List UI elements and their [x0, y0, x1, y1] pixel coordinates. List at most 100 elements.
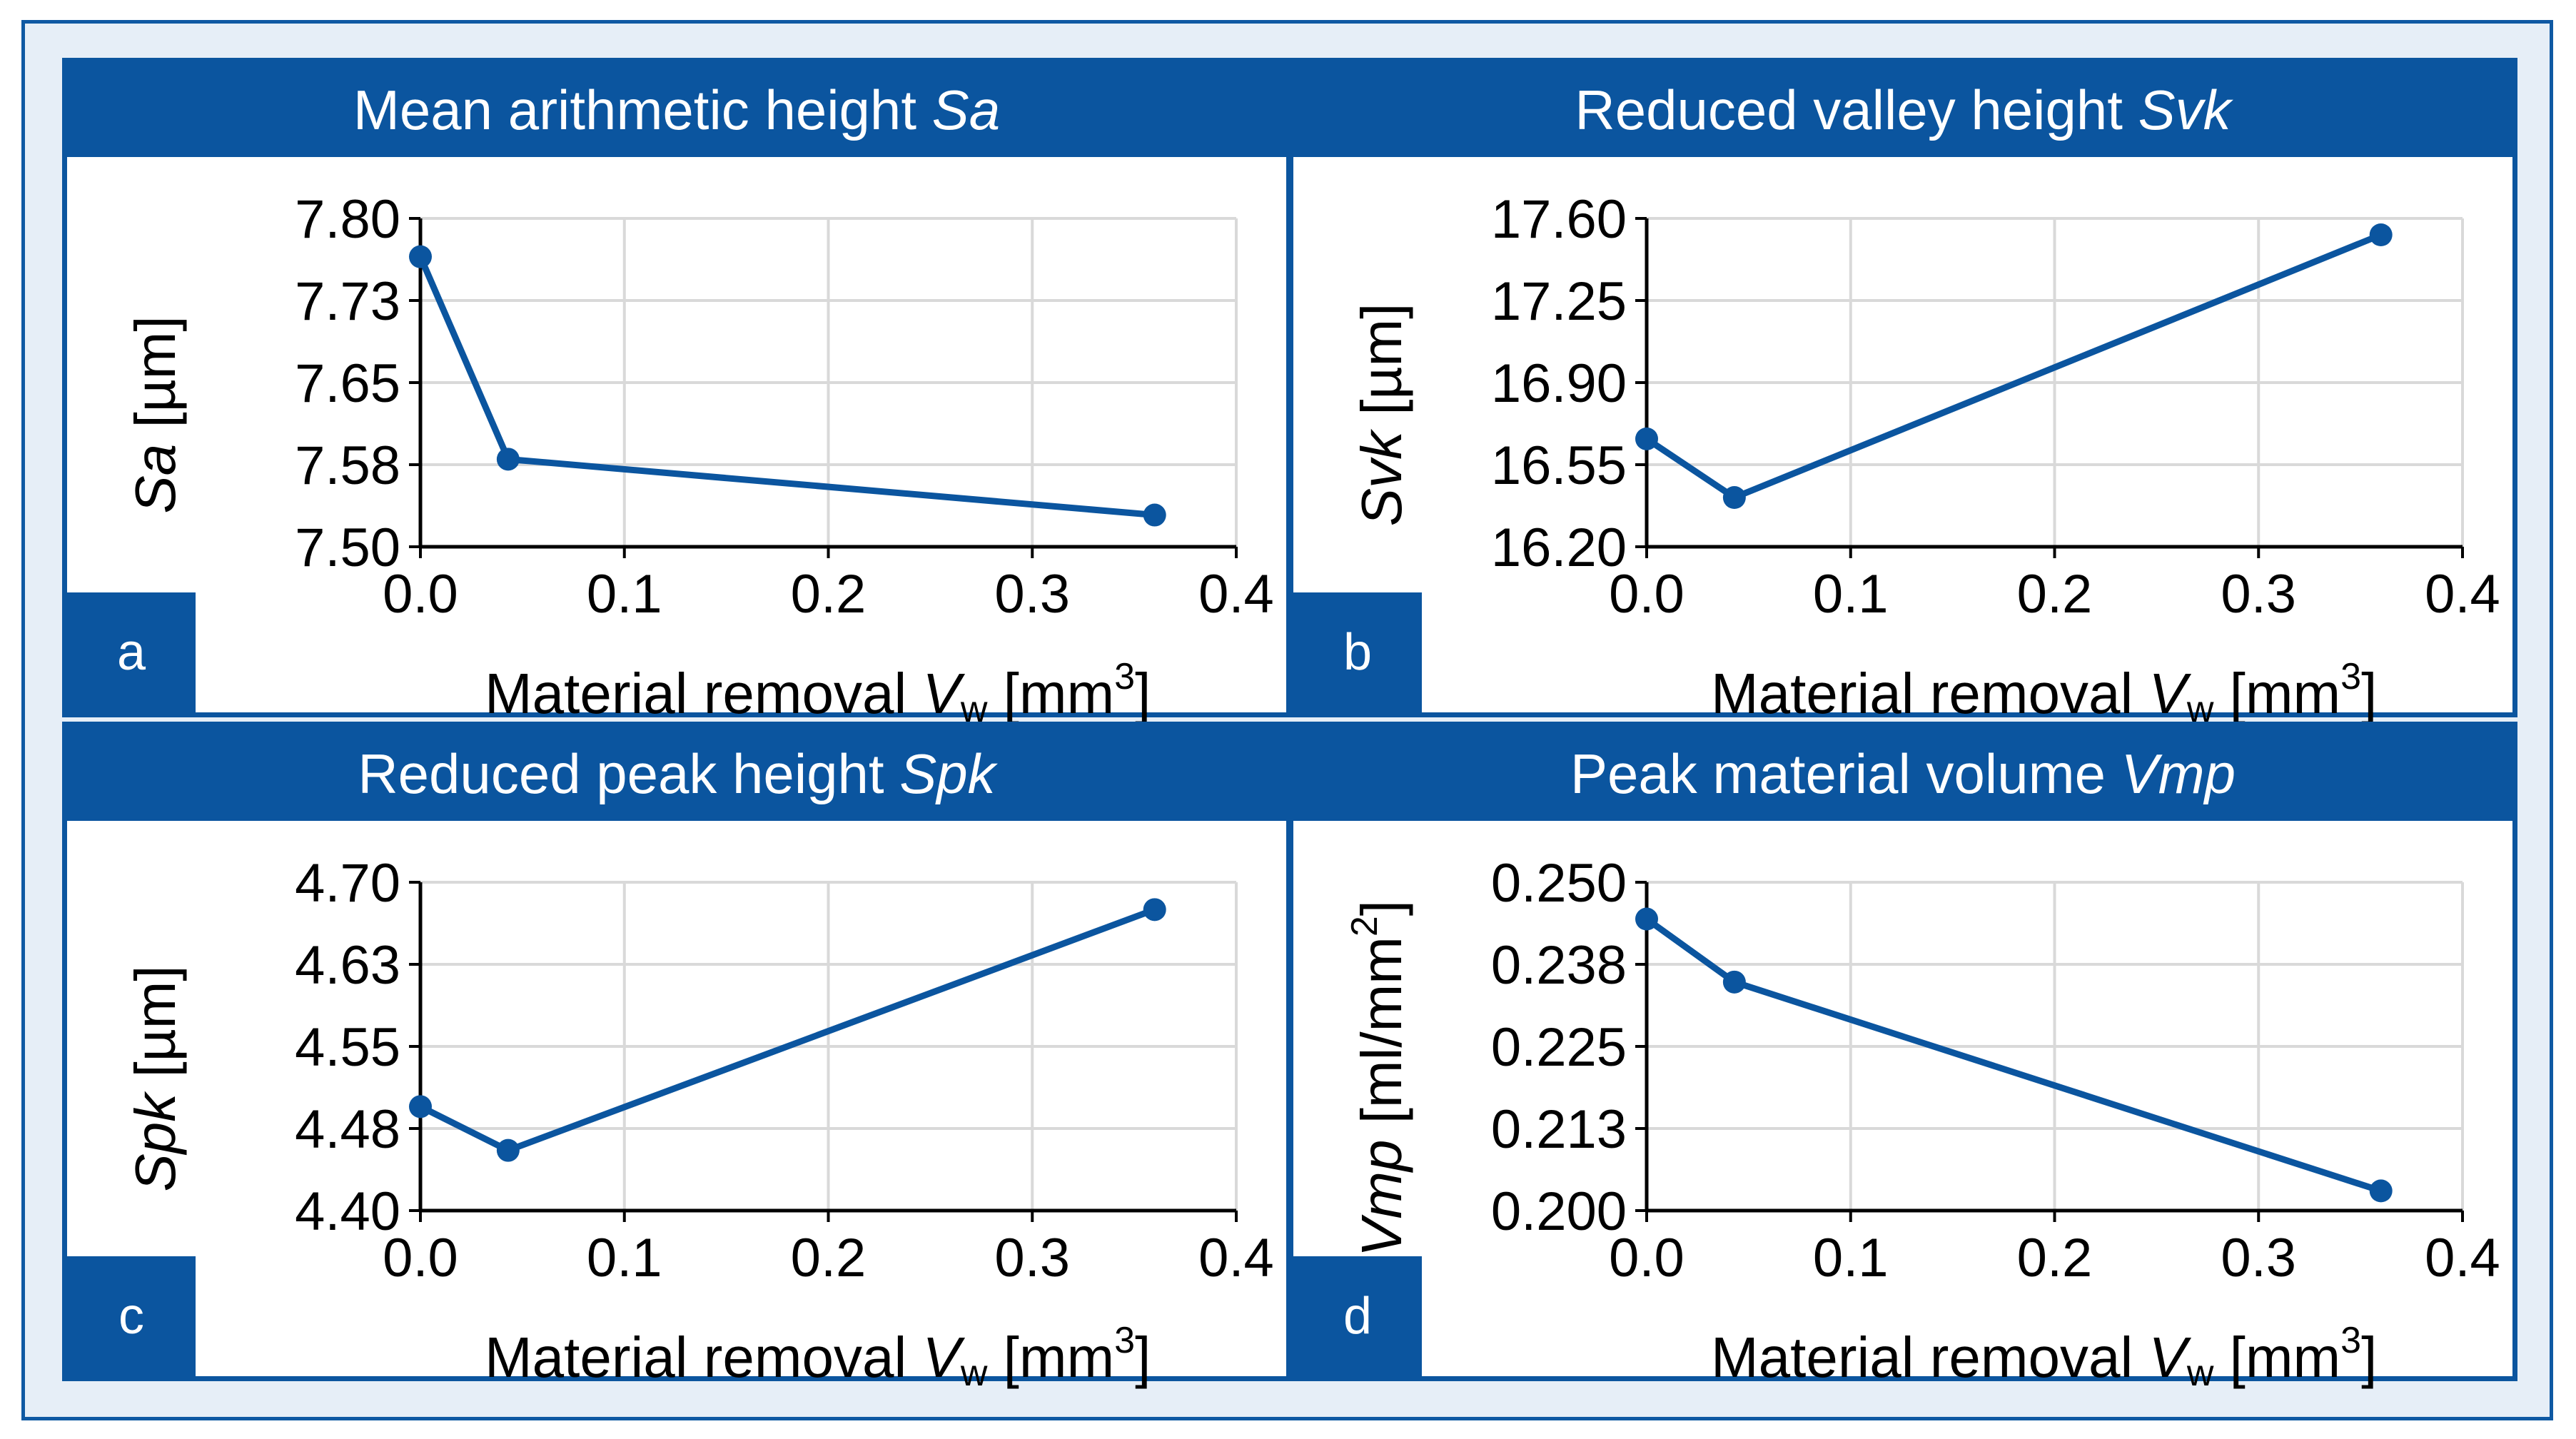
y-tick-label: 0.250: [1491, 853, 1627, 914]
panel-title: Reduced valley height Svk: [1293, 63, 2512, 157]
y-tick-label: 7.80: [295, 189, 400, 250]
x-tick-label: 0.2: [2017, 1228, 2093, 1288]
x-axis-label-subscript: w: [960, 1353, 988, 1394]
x-axis-label-variable: V: [922, 1326, 961, 1389]
x-tick-label: 0.1: [1813, 1228, 1889, 1288]
panel-a: Mean arithmetic height Sa a 0.0 0.1 0.2 0.3…: [62, 58, 1291, 730]
panel-c: Reduced peak height Spk c 0.0 0.1 0.2 0.3 0.…: [62, 722, 1291, 1394]
x-tick-label: 0.1: [1813, 564, 1889, 625]
panel-title-text: Peak material volume: [1570, 742, 2121, 805]
x-tick-label: 0.1: [587, 564, 662, 625]
x-tick-label: 0.3: [994, 1228, 1070, 1288]
y-axis-label-variable: Svk: [1350, 431, 1413, 527]
x-axis-label-text: Material removal: [1711, 662, 2149, 725]
y-axis-label-unit-close: ]: [1350, 899, 1413, 917]
x-axis-label-variable: V: [2148, 1326, 2187, 1389]
panel-title: Peak material volume Vmp: [1293, 727, 2512, 821]
y-tick-label: 4.40: [295, 1181, 400, 1242]
y-axis-label-variable: Spk: [123, 1093, 187, 1192]
y-tick-label: 16.90: [1491, 353, 1627, 414]
data-point: [1722, 970, 1746, 994]
y-tick-label: 7.65: [295, 353, 400, 414]
panel-tag: a: [67, 592, 196, 712]
data-point: [1143, 898, 1166, 922]
x-tick-label: 0.4: [1198, 1228, 1274, 1288]
x-axis-label-superscript: 3: [2340, 1320, 2362, 1361]
x-axis-label-text: Material removal: [1711, 1326, 2149, 1389]
y-axis-label-unit: [µm]: [123, 315, 187, 444]
y-tick-label: 16.55: [1491, 435, 1627, 496]
x-tick-label: 0.2: [791, 1228, 867, 1288]
x-axis-label-variable: V: [922, 662, 961, 725]
y-axis-label: Vmp [ml/mm2]: [1343, 900, 1415, 1257]
x-axis-label: Material removal Vw [mm3]: [1711, 655, 2377, 731]
data-point: [496, 1138, 520, 1162]
y-tick-label: 4.48: [295, 1099, 400, 1160]
y-tick-label: 0.213: [1491, 1099, 1627, 1160]
x-tick-label: 0.2: [2017, 564, 2093, 625]
chart-c: 0.0 0.1 0.2 0.3 0.4 4.40 4.48 4.55 4.63 4.70: [295, 853, 1274, 1288]
x-axis-label: Material removal Vw [mm3]: [1711, 1319, 2377, 1395]
y-axis-label-unit: [µm]: [1350, 303, 1413, 432]
panel-tag: d: [1293, 1256, 1422, 1376]
data-point: [1635, 907, 1658, 931]
y-tick-label: 17.25: [1491, 271, 1627, 332]
x-axis-label-unit-close: ]: [1135, 662, 1151, 725]
y-tick-label: 17.60: [1491, 189, 1627, 250]
x-tick-label: 0.4: [1198, 564, 1274, 625]
x-tick-label: 0.2: [791, 564, 867, 625]
panel-tag: b: [1293, 592, 1422, 712]
x-tick-label: 0.3: [994, 564, 1070, 625]
x-axis-label-unit: [mm: [2213, 1326, 2341, 1389]
y-tick-label: 0.238: [1491, 935, 1627, 996]
panel-tag: c: [67, 1256, 196, 1376]
x-axis-label-unit: [mm: [2213, 662, 2341, 725]
series-line: [1645, 231, 2383, 501]
panel-title: Mean arithmetic height Sa: [67, 63, 1286, 157]
x-tick-label: 0.3: [2221, 564, 2296, 625]
series-line: [417, 255, 1156, 519]
y-tick-label: 7.58: [295, 435, 400, 496]
data-point: [1722, 486, 1746, 509]
figure-frame: Mean arithmetic height Sa a 0.0 0.1 0.2 0.3…: [21, 20, 2553, 1420]
panel-title-variable: Vmp: [2121, 742, 2236, 805]
panel-title-variable: Svk: [2138, 79, 2231, 141]
x-axis-label-unit-close: ]: [2361, 1326, 2378, 1389]
panel-d: Peak material volume Vmp d 0.0 0.1 0.2 0.3 0…: [1288, 722, 2517, 1394]
x-tick-label: 0.0: [383, 1228, 458, 1288]
y-axis-label: Sa [µm]: [117, 315, 188, 513]
panel-title-variable: Spk: [899, 742, 996, 805]
x-axis-label-subscript: w: [2186, 1353, 2214, 1394]
x-axis-label-superscript: 3: [1114, 656, 1136, 697]
y-tick-label: 16.20: [1491, 517, 1627, 578]
x-axis-label-text: Material removal: [485, 1326, 923, 1389]
x-tick-label: 0.4: [2425, 564, 2500, 625]
x-axis-label-superscript: 3: [2340, 656, 2362, 697]
y-tick-label: 7.50: [295, 517, 400, 578]
chart-a: 0.0 0.1 0.2 0.3 0.4 7.50 7.58 7.65 7.73 7.80: [295, 189, 1274, 625]
series-line: [1645, 916, 2383, 1194]
panel-title-text: Reduced peak height: [358, 742, 900, 805]
y-axis-label-variable: Vmp: [1350, 1139, 1413, 1258]
x-axis-label-unit: [mm: [987, 1326, 1115, 1389]
data-point: [2369, 1179, 2393, 1203]
y-tick-label: 0.200: [1491, 1181, 1627, 1242]
y-tick-label: 7.73: [295, 271, 400, 332]
y-axis-label: Spk [µm]: [117, 965, 188, 1191]
chart-d: 0.0 0.1 0.2 0.3 0.4 0.200 0.213 0.225 0.238 0.250: [1491, 853, 2500, 1288]
data-point: [496, 448, 520, 471]
panel-title: Reduced peak height Spk: [67, 727, 1286, 821]
y-tick-label: 4.55: [295, 1017, 400, 1078]
x-axis-label-superscript: 3: [1114, 1320, 1136, 1361]
x-axis-label: Material removal Vw [mm3]: [485, 1319, 1151, 1395]
x-tick-label: 0.4: [2425, 1228, 2500, 1288]
panel-b: Reduced valley height Svk b 0.0 0.1 0.2 0.3…: [1288, 58, 2517, 730]
x-axis-label: Material removal Vw [mm3]: [485, 655, 1151, 731]
y-axis-label-unit: [µm]: [123, 965, 187, 1094]
chart-b: 0.0 0.1 0.2 0.3 0.4 16.20 16.55 16.90 17.25 17.60: [1491, 189, 2500, 625]
panel-title-variable: Sa: [931, 79, 1001, 141]
x-axis-label-text: Material removal: [485, 662, 923, 725]
series-line: [418, 907, 1156, 1154]
y-tick-label: 4.63: [295, 935, 400, 996]
x-axis-label-unit-close: ]: [1135, 1326, 1151, 1389]
